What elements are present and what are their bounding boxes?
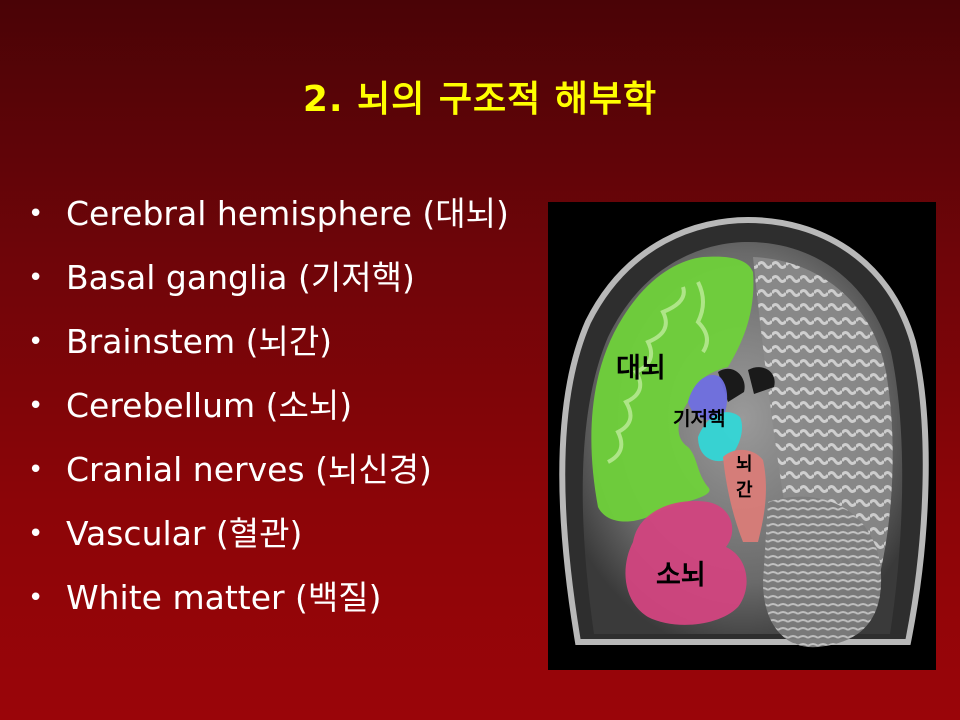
label-cerebellum: 소뇌	[656, 560, 706, 591]
bullet-text: Cranial nerves (뇌신경)	[66, 450, 432, 489]
label-brainstem-line1: 뇌	[736, 454, 753, 475]
list-item: • Cerebral hemisphere (대뇌)	[28, 186, 509, 250]
list-item: • Cerebellum (소뇌)	[28, 378, 509, 442]
label-cerebrum: 대뇌	[616, 353, 666, 384]
bullet-icon: •	[28, 263, 44, 293]
brain-mri-image	[548, 202, 936, 670]
list-item: • Vascular (혈관)	[28, 506, 509, 570]
list-item: • Basal ganglia (기저핵)	[28, 250, 509, 314]
bullet-icon: •	[28, 519, 44, 549]
bullet-icon: •	[28, 199, 44, 229]
cerebellum-region	[625, 501, 747, 625]
slide-title: 2. 뇌의 구조적 해부학	[302, 79, 658, 120]
brainstem-region	[723, 449, 766, 542]
label-brainstem-line2: 간	[736, 480, 753, 501]
bullet-text: Basal ganglia (기저핵)	[66, 258, 415, 297]
bullet-text: White matter (백질)	[66, 578, 382, 617]
bullet-text: Brainstem (뇌간)	[66, 322, 333, 361]
bullet-icon: •	[28, 391, 44, 421]
list-item: • White matter (백질)	[28, 570, 509, 634]
ventricle-shape	[718, 367, 775, 402]
label-basal-ganglia: 기저핵	[673, 408, 726, 430]
basal-ganglia-lower	[698, 412, 743, 462]
bullet-text: Vascular (혈관)	[66, 514, 303, 553]
bullet-text: Cerebral hemisphere (대뇌)	[66, 194, 509, 233]
right-cerebellum	[763, 496, 882, 648]
list-item: • Brainstem (뇌간)	[28, 314, 509, 378]
cerebrum-folds	[607, 281, 709, 464]
bullet-icon: •	[28, 583, 44, 613]
basal-ganglia-upper	[688, 374, 728, 421]
bullet-text: Cerebellum (소뇌)	[66, 386, 353, 425]
list-item: • Cranial nerves (뇌신경)	[28, 442, 509, 506]
cerebrum-region	[591, 256, 754, 522]
bullet-icon: •	[28, 327, 44, 357]
bullet-list: • Cerebral hemisphere (대뇌) • Basal ganglia…	[28, 186, 509, 634]
bullet-icon: •	[28, 455, 44, 485]
